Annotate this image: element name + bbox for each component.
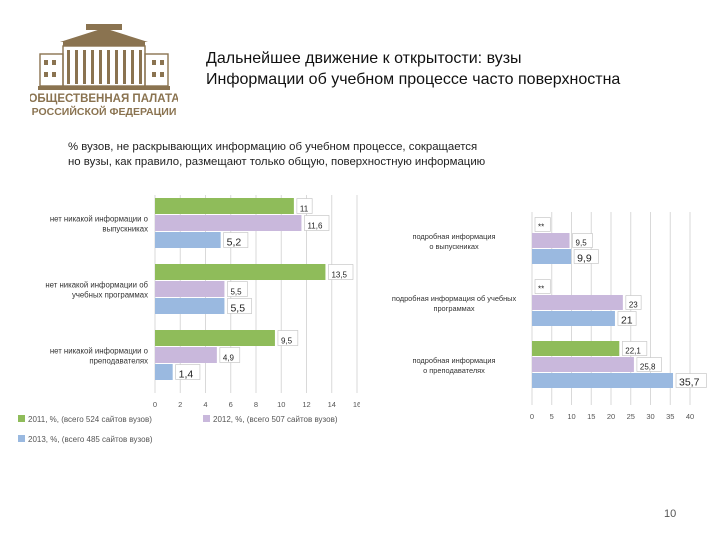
x-tick-label: 14 [328, 400, 336, 409]
page-number: 10 [664, 508, 677, 520]
category-label: нет никакой информации об учебных програм… [45, 281, 148, 300]
data-label-box [675, 373, 707, 388]
x-tick-label: 35 [666, 412, 674, 421]
data-label-box [534, 217, 551, 232]
data-label: 4,9 [223, 354, 235, 363]
slide-subtitle-line1: % вузов, не раскрывающих информацию об у… [68, 141, 478, 153]
data-label-box [573, 249, 599, 264]
data-label: 11 [300, 205, 309, 214]
data-label-box [572, 233, 593, 248]
data-label-box [296, 198, 313, 214]
category-label: нет никакой информации о преподавателях [50, 347, 149, 366]
bar [532, 357, 634, 372]
bar [155, 264, 326, 280]
x-tick-label: 2 [178, 400, 182, 409]
logo: ОБЩЕСТВЕННАЯ ПАЛАТА РОССИЙСКОЙ ФЕДЕРАЦИИ [30, 24, 178, 118]
legend-swatch [18, 435, 25, 442]
x-tick-label: 40 [686, 412, 694, 421]
legend-swatch [18, 415, 25, 422]
data-label: ** [538, 223, 544, 232]
data-label: 5,2 [227, 237, 242, 249]
legend-swatch [203, 415, 210, 422]
building-icon [38, 24, 170, 90]
data-label: 22,1 [625, 347, 641, 356]
x-tick-label: 6 [229, 400, 233, 409]
x-tick-label: 5 [550, 412, 554, 421]
data-label: 35,7 [679, 377, 700, 389]
data-label: 11,6 [307, 222, 323, 231]
x-tick-label: 10 [277, 400, 285, 409]
logo-line2: РОССИЙСКОЙ ФЕДЕРАЦИИ [32, 105, 177, 118]
page-title-line1: Дальнейшее движение к открытости: вузы [206, 50, 522, 67]
data-label: 9,9 [577, 253, 592, 265]
category-label: подробная информация о выпускниках [412, 232, 495, 251]
data-label: 21 [621, 315, 633, 327]
x-tick-label: 20 [607, 412, 615, 421]
data-label: 1,4 [179, 369, 194, 381]
category-label: подробная информация о преподавателях [412, 356, 495, 375]
slide-subtitle-line2: но вузы, как правило, размещают только о… [68, 156, 486, 168]
bar [155, 298, 225, 314]
bar [155, 364, 173, 380]
data-label-box [219, 347, 241, 363]
x-tick-label: 0 [153, 400, 157, 409]
data-label-box [328, 264, 354, 280]
x-tick-label: 25 [627, 412, 635, 421]
bar [532, 341, 620, 356]
left-bar-chart: 0 2 4 6 8 10 12 14 16 нет никакой информации о вып… [18, 195, 360, 444]
data-label-box [625, 295, 642, 310]
data-label: 25,8 [640, 363, 656, 372]
data-label: 13,5 [331, 271, 347, 280]
bar [155, 232, 221, 248]
page-title: Дальнейшее движение к открытости: вузы И… [206, 48, 706, 90]
data-label-box [617, 311, 637, 326]
bar [155, 330, 275, 346]
legend-label: 2011, %, (всего 524 сайтов вузов) [28, 415, 152, 424]
data-label-box [227, 298, 253, 314]
data-label: 5,5 [230, 288, 242, 297]
bar [155, 215, 302, 231]
bar [532, 373, 674, 388]
data-label: 9,5 [576, 239, 588, 248]
bar [532, 295, 623, 310]
bar [155, 281, 225, 297]
right-bar-chart: 0 5 10 15 20 25 30 35 40 подробная информация о вы… [392, 212, 707, 421]
data-label-box [304, 215, 330, 231]
x-tick-label: 8 [254, 400, 258, 409]
page-title-line2: Информации об учебном процессе часто пов… [206, 71, 621, 88]
bar [532, 233, 570, 248]
bar [155, 347, 217, 363]
data-label-box [175, 364, 201, 380]
data-label-box [223, 232, 249, 248]
x-tick-label: 16 [353, 400, 360, 409]
x-tick-label: 4 [203, 400, 207, 409]
legend-label: 2012, %, (всего 507 сайтов вузов) [213, 415, 338, 424]
logo-line1: ОБЩЕСТВЕННАЯ ПАЛАТА [30, 93, 178, 105]
data-label-box [277, 330, 299, 346]
x-tick-label: 15 [587, 412, 595, 421]
data-label: ** [538, 285, 544, 294]
data-label-box [621, 341, 648, 356]
data-label-box [227, 281, 248, 297]
bar [532, 249, 572, 264]
data-label: 9,5 [281, 337, 293, 346]
category-label: подробная информация об учебных программа… [392, 294, 517, 313]
x-tick-label: 12 [302, 400, 310, 409]
bar [532, 311, 615, 326]
data-label: 5,5 [230, 303, 245, 315]
data-label-box [534, 279, 551, 294]
x-tick-label: 0 [530, 412, 534, 421]
bar [155, 198, 294, 214]
slide-subtitle: % вузов, не раскрывающих информацию об у… [68, 140, 708, 170]
data-label: 23 [629, 301, 638, 310]
legend-label: 2013, %, (всего 485 сайтов вузов) [28, 435, 153, 444]
x-tick-label: 10 [567, 412, 575, 421]
data-label-box [636, 357, 662, 372]
x-tick-label: 30 [646, 412, 654, 421]
category-label: нет никакой информации о выпускниках [50, 215, 149, 234]
